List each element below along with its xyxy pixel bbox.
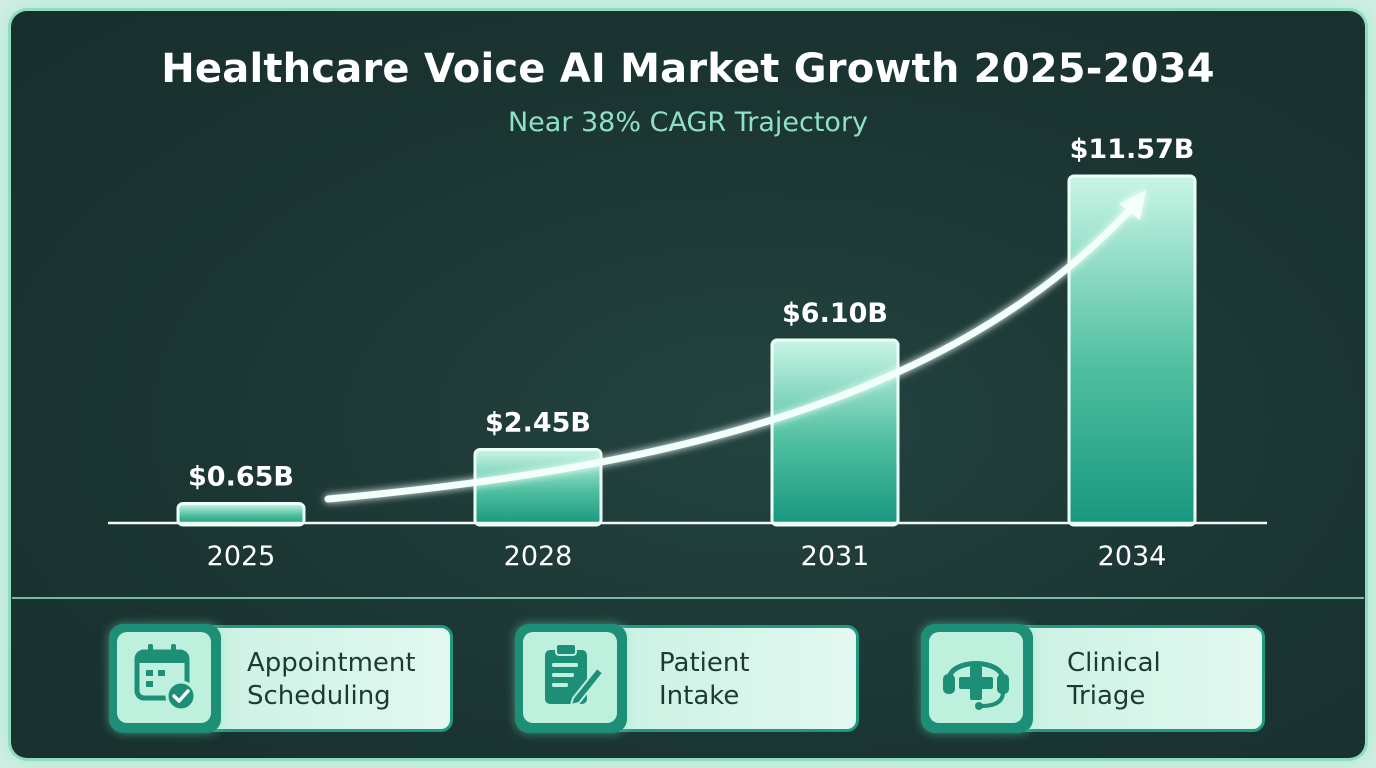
chart-subtitle: Near 38% CAGR Trajectory bbox=[507, 107, 869, 138]
use-case-label-line1: Appointment bbox=[247, 648, 416, 678]
calendar-check-icon bbox=[134, 644, 197, 712]
bar-2034 bbox=[1067, 174, 1197, 527]
use-case-label-line1: Patient bbox=[659, 648, 750, 678]
use-case-card-appointment: Appointment Scheduling bbox=[109, 624, 453, 733]
growth-trend-arrow bbox=[324, 197, 1142, 503]
use-case-label-line2: Scheduling bbox=[247, 681, 391, 711]
bar-2025 bbox=[176, 502, 306, 527]
bar-chart: $0.65B 2025 $2.45B 2028 $6.10B 2031 $11.57B 203… bbox=[108, 134, 1267, 572]
medical-headset-icon bbox=[943, 661, 1009, 710]
use-case-label-line1: Clinical bbox=[1067, 648, 1161, 678]
use-case-label-line2: Intake bbox=[659, 681, 740, 711]
data-label-2034: $11.57B bbox=[1070, 134, 1195, 165]
x-tick-label-2034: 2034 bbox=[1098, 541, 1167, 572]
use-case-label-line2: Triage bbox=[1067, 681, 1146, 711]
bar-2028 bbox=[473, 448, 603, 527]
x-tick-label-2025: 2025 bbox=[207, 541, 276, 572]
x-tick-label-2031: 2031 bbox=[801, 541, 870, 572]
chart-title: Healthcare Voice AI Market Growth 2025-2… bbox=[161, 46, 1215, 92]
x-tick-label-2028: 2028 bbox=[504, 541, 573, 572]
data-label-2025: $0.65B bbox=[188, 462, 294, 493]
trend-arrowhead bbox=[1119, 190, 1146, 220]
clipboard-pen-icon bbox=[545, 643, 605, 707]
section-divider bbox=[12, 597, 1364, 599]
use-case-card-triage: Clinical Triage bbox=[921, 624, 1265, 733]
bar-2031 bbox=[770, 338, 900, 527]
data-label-2028: $2.45B bbox=[485, 408, 591, 439]
data-label-2031: $6.10B bbox=[782, 298, 888, 329]
use-case-card-intake: Patient Intake bbox=[515, 624, 859, 733]
